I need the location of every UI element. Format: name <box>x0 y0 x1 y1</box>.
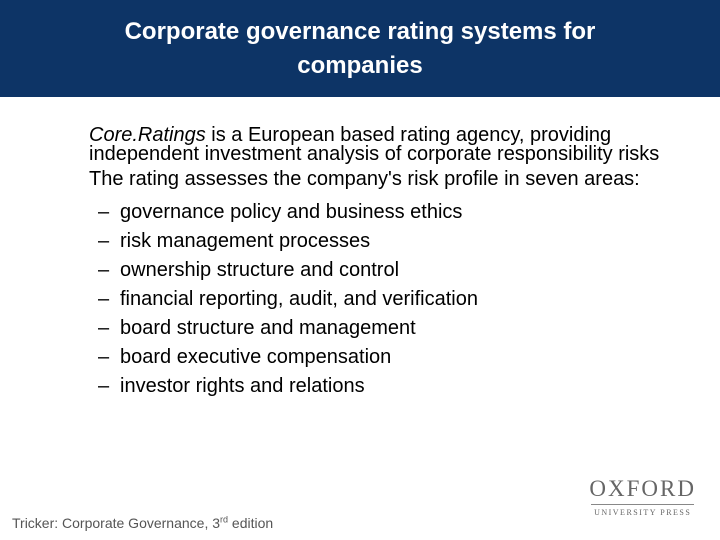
dash-bullet: – <box>98 346 110 368</box>
publisher-logo: OXFORD UNIVERSITY PRESS <box>589 477 696 518</box>
footer-suffix: edition <box>228 515 274 531</box>
list-item: – governance policy and business ethics <box>89 198 689 227</box>
footer-source: Tricker: Corporate Governance, 3 <box>12 515 221 531</box>
dash-bullet: – <box>98 317 110 339</box>
dash-bullet: – <box>98 375 110 397</box>
list-item: – risk management processes <box>89 227 689 256</box>
list-item: – investor rights and relations <box>89 372 689 401</box>
area-label: risk management processes <box>120 230 371 252</box>
lead-paragraph: The rating assesses the company's risk p… <box>89 168 640 190</box>
footer-superscript: rd <box>220 514 229 525</box>
logo-wordmark: OXFORD <box>589 476 696 501</box>
list-item: – financial reporting, audit, and verific… <box>89 285 689 314</box>
area-label: ownership structure and control <box>120 259 400 281</box>
slide-body: Core.Ratings is a European based rating … <box>89 124 689 401</box>
area-label: board executive compensation <box>120 346 392 368</box>
logo-divider <box>591 504 694 505</box>
dash-bullet: – <box>98 230 110 252</box>
slide-title: Corporate governance rating systems for … <box>124 17 596 79</box>
area-label: board structure and management <box>120 317 416 339</box>
list-item: – ownership structure and control <box>89 256 689 285</box>
area-label: financial reporting, audit, and verifica… <box>120 288 478 310</box>
dash-bullet: – <box>98 201 110 223</box>
intro-text: is a European based rating agency, provi… <box>89 124 660 165</box>
brand-name: Core.Ratings <box>89 124 206 146</box>
footer-citation: Tricker: Corporate Governance, 3rd editi… <box>12 515 273 531</box>
list-item: – board executive compensation <box>89 343 689 372</box>
logo-subtitle: UNIVERSITY PRESS <box>594 508 692 517</box>
dash-bullet: – <box>98 259 110 281</box>
list-item: – board structure and management <box>89 314 689 343</box>
title-bar: Corporate governance rating systems for … <box>0 0 720 97</box>
dash-bullet: – <box>98 288 110 310</box>
area-label: investor rights and relations <box>120 375 365 397</box>
intro-paragraph: Core.Ratings is a European based rating … <box>89 124 689 165</box>
area-label: governance policy and business ethics <box>120 201 463 223</box>
areas-list: – governance policy and business ethics –… <box>89 198 689 401</box>
